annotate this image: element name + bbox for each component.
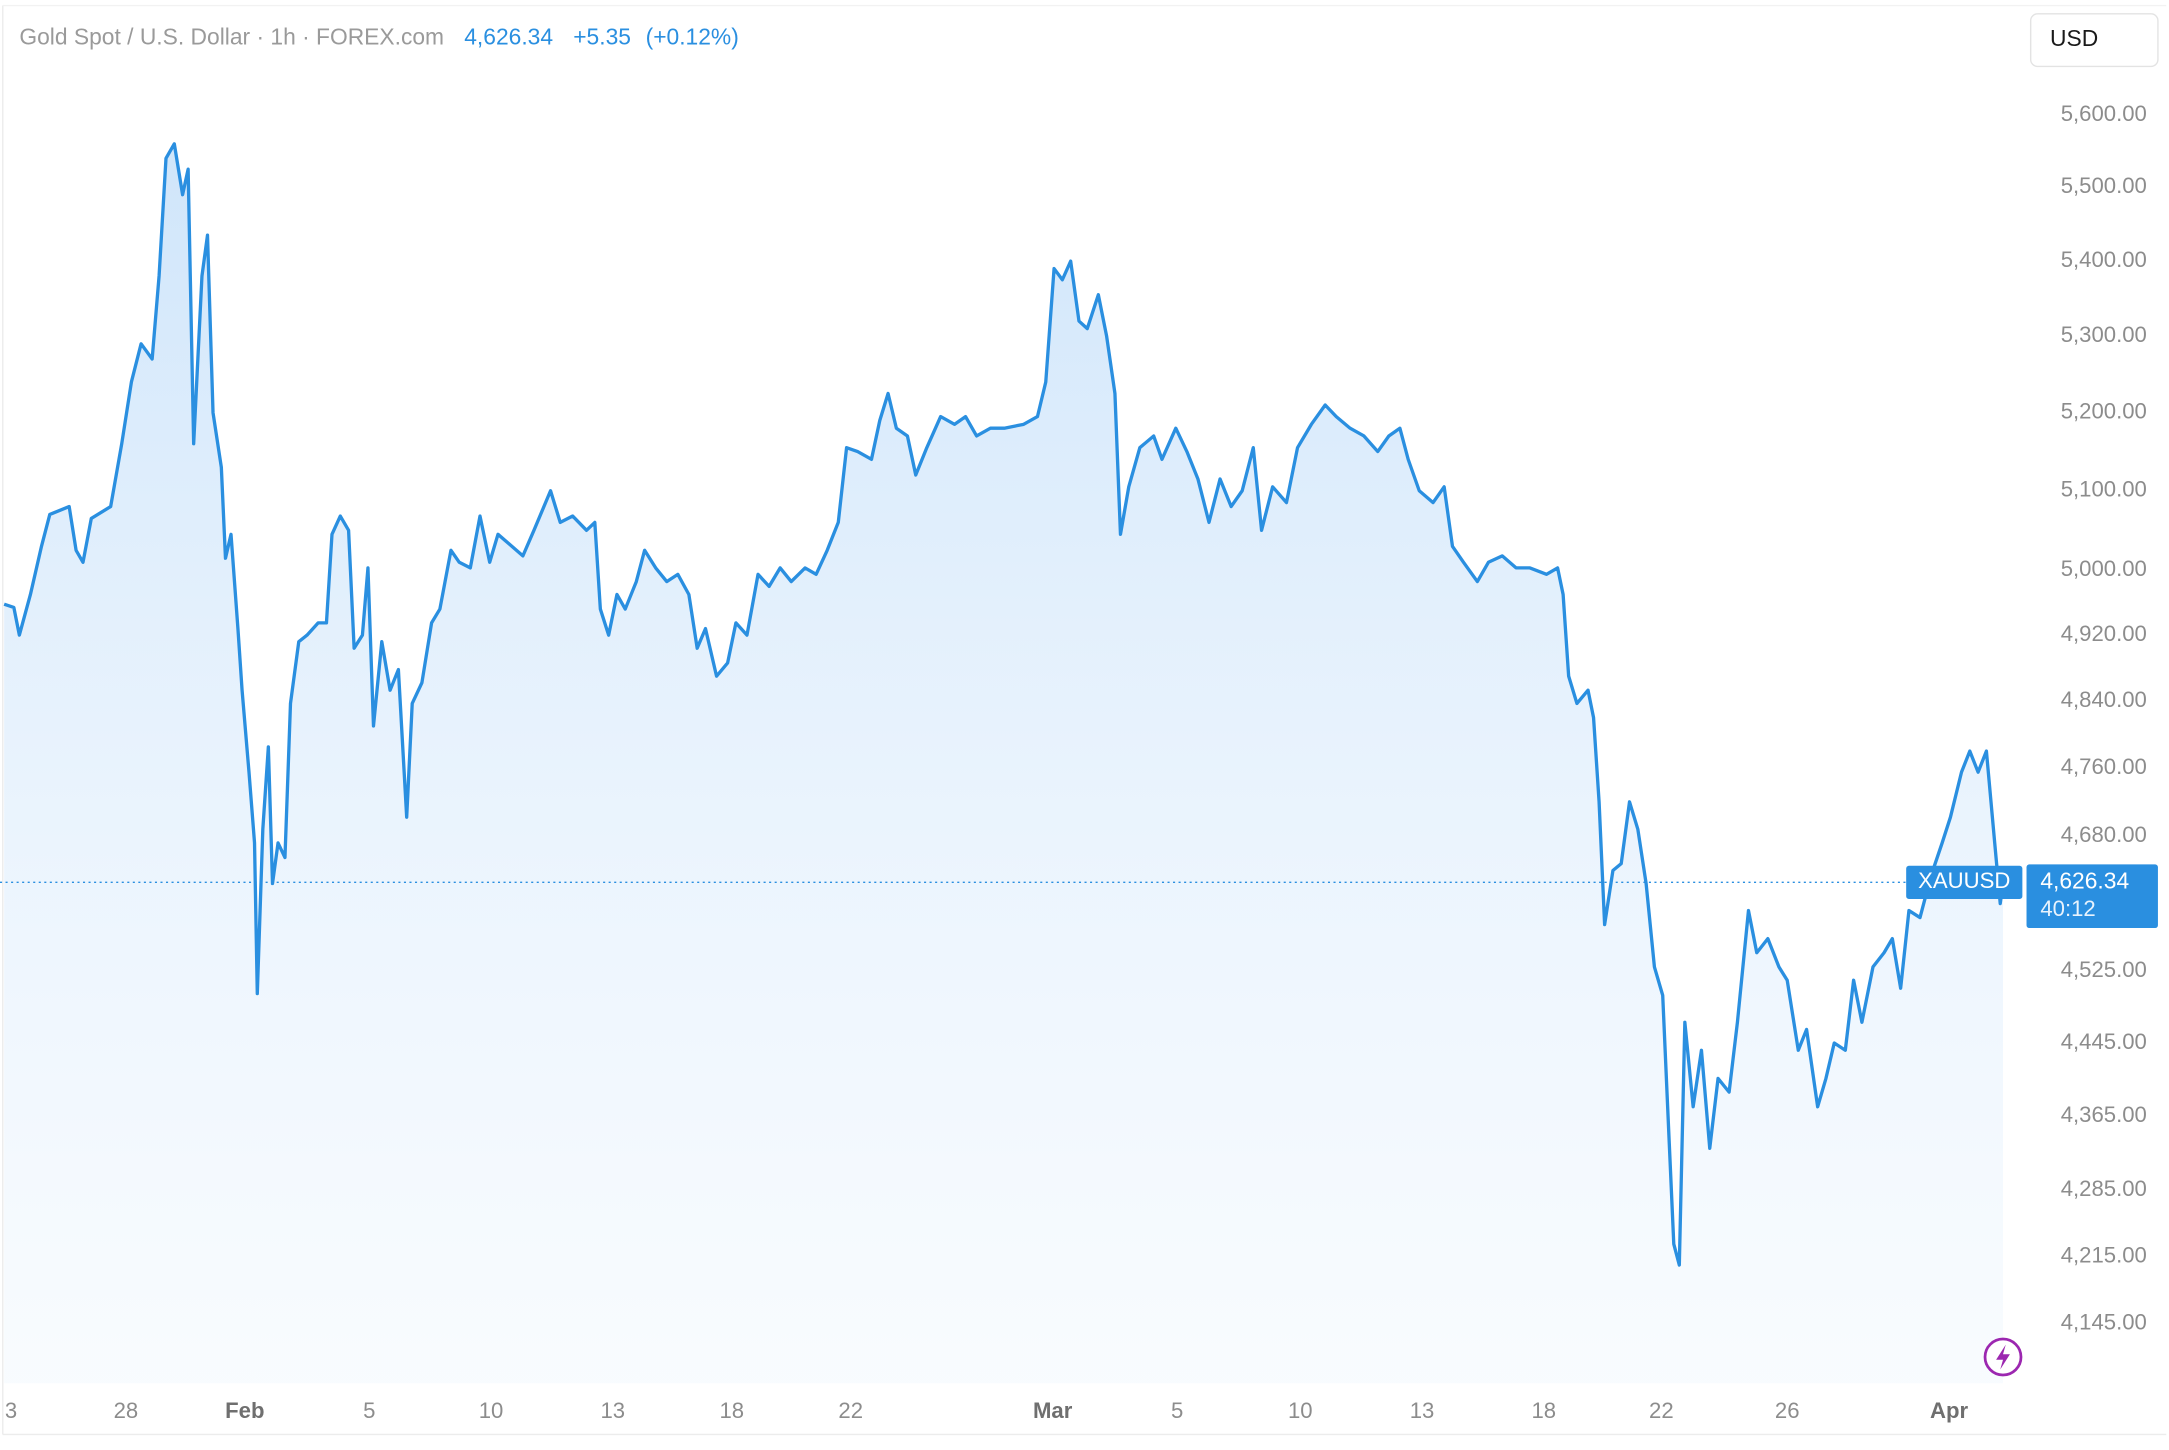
header-change-percent: (+0.12%)	[646, 24, 739, 50]
x-tick-label: 28	[114, 1398, 139, 1423]
chart-title: Gold Spot / U.S. Dollar · 1h · FOREX.com	[19, 24, 444, 50]
y-tick-label: 4,680.00	[2061, 822, 2147, 847]
lightning-button[interactable]	[1983, 1337, 2023, 1377]
y-tick-label: 4,445.00	[2061, 1029, 2147, 1054]
y-tick-label: 5,200.00	[2061, 399, 2147, 424]
x-tick-label: 22	[1649, 1398, 1674, 1423]
x-tick-label: 13	[600, 1398, 625, 1423]
x-tick-label: 5	[1171, 1398, 1183, 1423]
x-tick-label: 10	[1288, 1398, 1313, 1423]
y-tick-label: 5,000.00	[2061, 556, 2147, 581]
currency-button-box[interactable]	[2029, 13, 2159, 68]
x-tick-label: 3	[5, 1398, 17, 1423]
y-tick-label: 5,100.00	[2061, 477, 2147, 502]
y-tick-label: 4,760.00	[2061, 754, 2147, 779]
price-line	[3, 142, 2005, 1267]
area	[4, 143, 2004, 1384]
x-tick-label: Mar	[1033, 1398, 1073, 1423]
price-tag	[2026, 864, 2158, 929]
y-tick-label: 4,920.00	[2061, 621, 2147, 646]
y-tick-label: 5,400.00	[2061, 247, 2147, 272]
x-tick-label: 5	[363, 1398, 375, 1423]
price-tag-value: 4,626.34	[2040, 867, 2129, 893]
y-tick-label: 4,215.00	[2061, 1242, 2147, 1267]
header: Gold Spot / U.S. Dollar · 1h · FOREX.com…	[19, 24, 738, 50]
y-tick-label: 4,525.00	[2061, 957, 2147, 982]
y-tick-label: 5,500.00	[2061, 173, 2147, 198]
x-tick-label: Apr	[1930, 1398, 1968, 1423]
y-tick-label: 5,300.00	[2061, 322, 2147, 347]
y-tick-label: 4,145.00	[2061, 1310, 2147, 1335]
x-tick-label: 10	[479, 1398, 504, 1423]
series-badge-label: XAUUSD	[1918, 868, 2010, 893]
lightning-icon[interactable]	[1996, 1344, 2010, 1370]
series-badge	[1906, 865, 2023, 899]
y-tick-label: 4,840.00	[2061, 687, 2147, 712]
currency-button[interactable]: USD	[2029, 13, 2159, 68]
header-price: 4,626.34	[464, 24, 553, 50]
y-tick-label: 5,600.00	[2061, 101, 2147, 126]
x-tick-label: 18	[719, 1398, 744, 1423]
y-tick-label: 4,365.00	[2061, 1102, 2147, 1127]
y-tick-label: 4,285.00	[2061, 1176, 2147, 1201]
x-tick-label: Feb	[225, 1398, 264, 1423]
x-tick-label: 13	[1410, 1398, 1435, 1423]
header-change: +5.35	[573, 24, 631, 50]
x-tick-label: 22	[838, 1398, 863, 1423]
countdown: 40:12	[2040, 896, 2095, 921]
x-tick-label: 26	[1775, 1398, 1800, 1423]
currency-label[interactable]: USD	[2050, 25, 2098, 51]
x-tick-label: 18	[1531, 1398, 1556, 1423]
plot-area: 5,600.00 5,500.00 5,400.00 5,300.00 5,200.00…	[0, 101, 2158, 1423]
